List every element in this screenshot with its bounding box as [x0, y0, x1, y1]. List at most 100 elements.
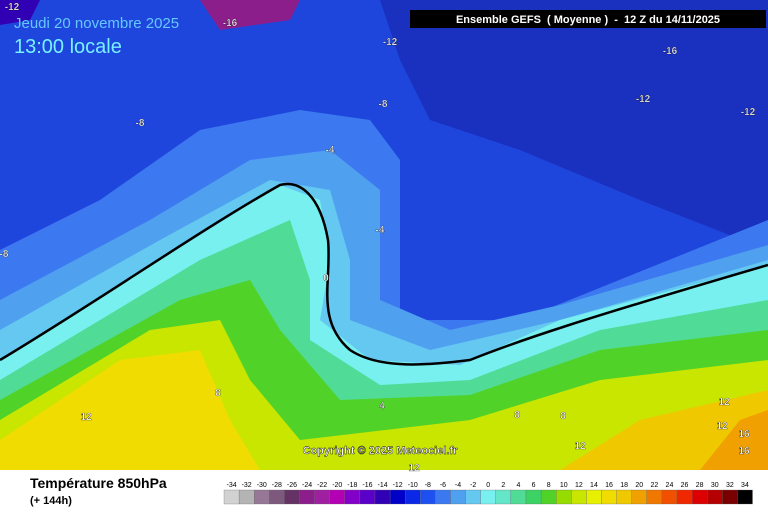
legend-label: 8	[547, 482, 551, 489]
contour-label: -4	[376, 225, 385, 236]
legend-label: 20	[635, 482, 643, 489]
contour-label: -12	[383, 37, 398, 48]
legend-label: 14	[590, 482, 598, 489]
legend-swatch	[359, 489, 376, 505]
model-banner	[410, 10, 766, 28]
legend-label: -12	[393, 482, 403, 489]
legend-swatch	[691, 489, 708, 505]
legend-label: 18	[620, 482, 628, 489]
contour-label: -16	[663, 46, 678, 57]
legend-swatch	[616, 489, 632, 505]
lead-time: (+ 144h)	[30, 495, 72, 507]
contour-label: -12	[5, 2, 20, 13]
legend-swatch	[284, 489, 300, 505]
legend-label: -2	[470, 482, 476, 489]
legend-label: 12	[575, 482, 583, 489]
model-info: Ensemble GEFS ( Moyenne ) - 12 Z du 14/1…	[456, 14, 720, 26]
legend-swatch	[389, 489, 406, 505]
legend-swatch	[450, 489, 466, 505]
legend-swatch	[480, 489, 496, 505]
legend-swatch	[269, 489, 285, 505]
legend-swatch	[238, 489, 255, 505]
contour-label: 4	[379, 401, 385, 412]
contour-label: -16	[223, 18, 238, 29]
legend-swatch	[299, 489, 315, 505]
contour-label: -8	[136, 118, 145, 129]
date: Jeudi 20 novembre 2025	[14, 15, 179, 32]
legend-label: 16	[605, 482, 613, 489]
legend-swatch	[329, 489, 345, 505]
legend-swatch	[374, 489, 391, 505]
contour-label: -4	[326, 145, 335, 156]
contour-label: 8	[560, 411, 566, 422]
legend-swatch	[676, 489, 693, 505]
legend-swatch	[540, 489, 557, 505]
legend-label: -34	[226, 482, 236, 489]
legend-swatch	[465, 489, 481, 505]
legend-label: -18	[347, 482, 357, 489]
legend-label: -32	[242, 482, 252, 489]
legend-label: 34	[741, 482, 749, 489]
legend-label: 32	[726, 482, 734, 489]
contour-label: 12	[80, 412, 92, 423]
legend-label: -28	[272, 482, 282, 489]
map-fields	[0, 0, 768, 470]
legend-swatch	[525, 489, 542, 505]
footer-title: Température 850hPa	[30, 475, 167, 491]
legend-label: -8	[425, 482, 431, 489]
legend-label: -20	[332, 482, 342, 489]
legend-swatch	[344, 489, 361, 505]
legend-swatch	[661, 489, 678, 505]
legend-swatch	[631, 489, 647, 505]
contour-labels: -12 -16 -12 -16 -12 -12 -8 -8 -4 -4 -8 0 8 4 12 8 8 12 12 1…	[0, 2, 756, 474]
legend-label: -10	[408, 482, 418, 489]
legend-swatch	[420, 489, 436, 505]
copyright: Copyright © 2025 Meteociel.fr	[303, 445, 459, 457]
contour-label: 8	[514, 410, 520, 421]
contour-label: -12	[636, 94, 651, 105]
contour-label: 0	[323, 273, 329, 284]
legend-label: 22	[650, 482, 658, 489]
legend-swatch	[405, 489, 421, 505]
legend-swatch	[435, 489, 451, 505]
contour-label: 8	[215, 388, 221, 399]
contour-label: -8	[379, 99, 388, 110]
contour-label: -12	[741, 107, 756, 118]
legend-label: 2	[501, 482, 505, 489]
contour-label: 12	[716, 421, 728, 432]
legend-swatch	[314, 489, 330, 505]
legend-label: 4	[516, 482, 520, 489]
color-legend: -34 -32 -30 -28 -26 -24 -22 -20 -18 -16 -14 -12 -10-…	[223, 482, 753, 505]
legend-label: 30	[711, 482, 719, 489]
contour-label: 12	[574, 441, 586, 452]
legend-swatch	[722, 489, 738, 505]
legend-swatch	[495, 489, 512, 505]
contour-label: 16	[738, 446, 750, 457]
legend-label: -30	[257, 482, 267, 489]
legend-label: -26	[287, 482, 297, 489]
contour-label: 16	[738, 429, 750, 440]
contour-label: 12	[718, 397, 730, 408]
legend-label: 28	[696, 482, 704, 489]
legend-label: 6	[532, 482, 536, 489]
legend-swatch	[571, 489, 587, 505]
legend-swatch	[737, 489, 753, 505]
legend-label: -4	[455, 482, 461, 489]
legend-swatch	[646, 489, 663, 505]
legend-label: -6	[440, 482, 446, 489]
legend-label: -24	[302, 482, 312, 489]
legend-label: 10	[560, 482, 568, 489]
legend-swatch	[601, 489, 617, 505]
legend-swatch	[254, 489, 270, 505]
legend-swatch	[707, 489, 723, 505]
legend-swatch	[586, 489, 602, 505]
legend-label: 24	[666, 482, 674, 489]
local-time: 13:00 locale	[14, 36, 122, 58]
legend-label: -22	[317, 482, 327, 489]
legend-label: -16	[362, 482, 372, 489]
legend-swatch	[556, 489, 572, 505]
legend-swatch	[223, 489, 240, 505]
legend-label: 26	[681, 482, 689, 489]
legend-swatch	[510, 489, 527, 505]
